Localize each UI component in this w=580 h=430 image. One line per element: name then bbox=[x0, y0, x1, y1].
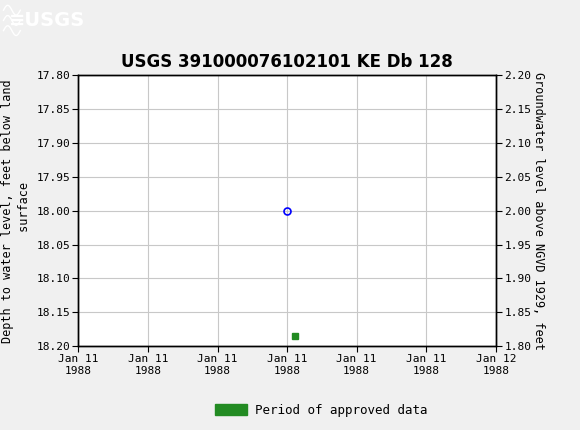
Text: ≡USGS: ≡USGS bbox=[9, 11, 85, 30]
Y-axis label: Depth to water level, feet below land
 surface: Depth to water level, feet below land su… bbox=[1, 79, 31, 343]
Y-axis label: Groundwater level above NGVD 1929, feet: Groundwater level above NGVD 1929, feet bbox=[532, 72, 545, 350]
Text: Period of approved data: Period of approved data bbox=[255, 404, 427, 417]
Title: USGS 391000076102101 KE Db 128: USGS 391000076102101 KE Db 128 bbox=[121, 53, 453, 71]
